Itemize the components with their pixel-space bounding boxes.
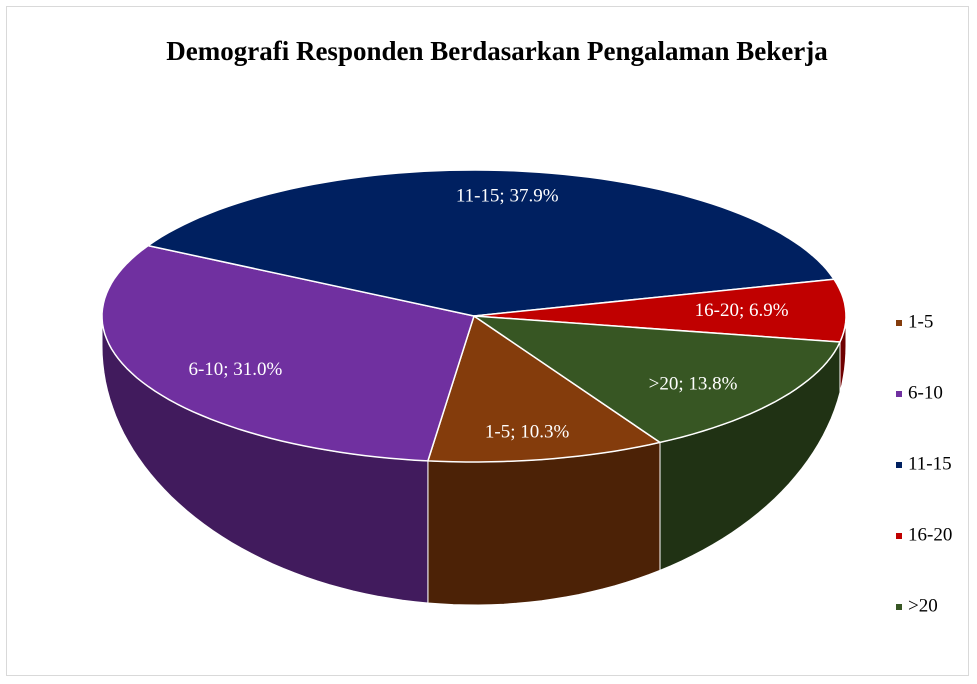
legend-label: 11-15 xyxy=(908,453,952,474)
pie-slice xyxy=(147,169,835,317)
data-label: >20; 13.8% xyxy=(649,373,738,394)
legend-marker xyxy=(896,320,902,326)
legend-marker xyxy=(896,533,902,539)
chart-title: Demografi Responden Berdasarkan Pengalam… xyxy=(166,36,828,66)
pie-slice xyxy=(101,244,475,462)
legend-label: 1-5 xyxy=(908,311,933,332)
data-label: 6-10; 31.0% xyxy=(188,359,282,380)
data-label: 1-5; 10.3% xyxy=(485,422,570,443)
data-label: 11-15; 37.9% xyxy=(456,186,559,207)
legend-marker xyxy=(896,391,902,397)
legend-label: >20 xyxy=(908,595,938,616)
pie-slice xyxy=(473,278,847,343)
pie-side xyxy=(102,316,428,603)
legend-label: 6-10 xyxy=(908,382,943,403)
legend-marker xyxy=(896,462,902,468)
legend-marker xyxy=(896,604,902,610)
legend-label: 16-20 xyxy=(908,524,952,545)
data-label: 16-20; 6.9% xyxy=(695,300,789,321)
pie-side xyxy=(660,342,840,571)
pie-slice xyxy=(427,315,661,463)
pie-side xyxy=(427,442,660,605)
pie-side xyxy=(840,316,846,393)
pie-side-shade xyxy=(427,441,661,606)
chart-frame xyxy=(6,6,969,676)
pie-slice xyxy=(473,315,841,444)
